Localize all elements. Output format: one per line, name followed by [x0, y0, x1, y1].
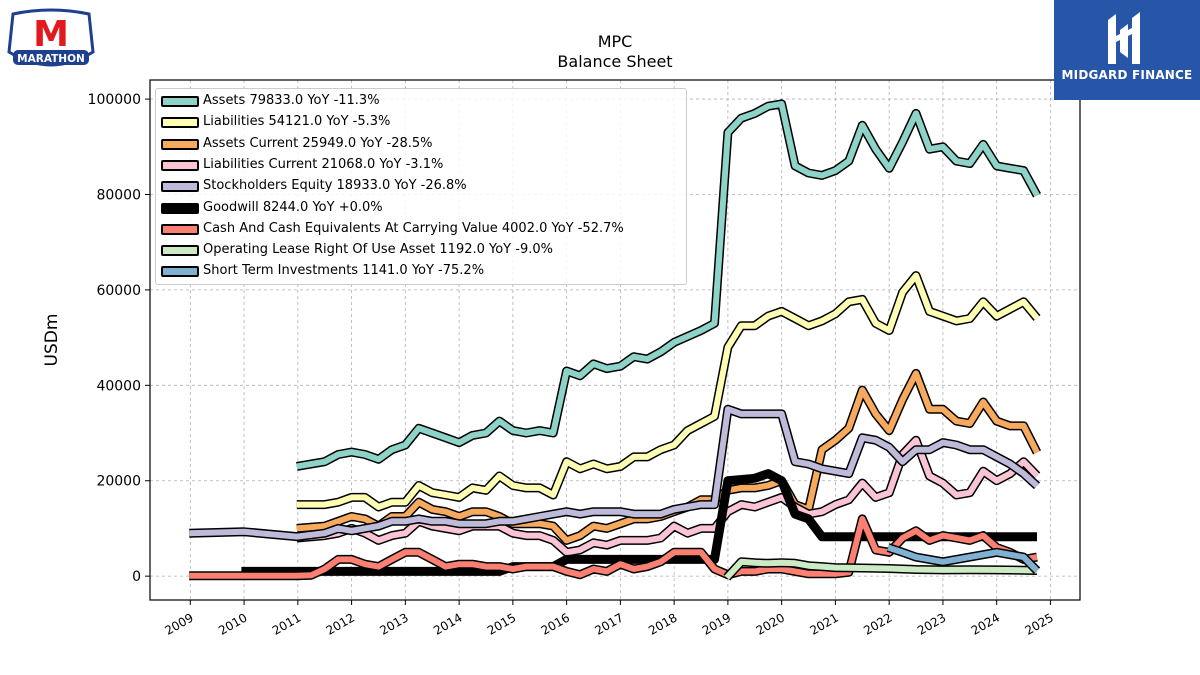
series-outline-4: [189, 404, 1041, 542]
x-tick-label: 2021: [807, 610, 840, 637]
legend-label: Assets 79833.0 YoY -11.3%: [203, 93, 380, 108]
x-tick-label: 2012: [324, 610, 357, 637]
x-tick-label: 2025: [1022, 610, 1055, 637]
y-tick-label: 60000: [96, 283, 141, 299]
x-tick-label: 2016: [539, 610, 572, 637]
x-tick-label: 2017: [592, 610, 625, 637]
legend-label: Operating Lease Right Of Use Asset 1192.…: [203, 242, 553, 258]
chart-legend: Assets 79833.0 YoY -11.3% Liabilities 541…: [155, 88, 687, 285]
marathon-logo-letter: M: [33, 14, 69, 55]
x-tick-label: 2013: [377, 610, 410, 637]
y-tick-label: 80000: [96, 187, 141, 203]
legend-swatch: [161, 223, 199, 235]
x-tick-label: 2014: [431, 610, 464, 637]
x-tick-label: 2022: [861, 610, 894, 637]
legend-label: Cash And Cash Equivalents At Carrying Va…: [203, 220, 624, 236]
legend-swatch: [161, 266, 199, 278]
midgard-finance-logo: MIDGARD FINANCE: [1054, 0, 1200, 100]
series-line-1: [296, 272, 1040, 510]
legend-label: Stockholders Equity 18933.0 YoY -26.8%: [203, 178, 467, 194]
legend-label: Liabilities Current 21068.0 YoY -3.1%: [203, 156, 444, 172]
x-tick-label: 2019: [700, 610, 733, 637]
legend-swatch: [161, 159, 199, 171]
midgard-emblem-icon: [1108, 12, 1140, 64]
legend-swatch: [161, 96, 199, 107]
x-tick-label: 2010: [216, 610, 249, 637]
x-tick-label: 2020: [754, 610, 787, 637]
y-axis-label: USDm: [42, 314, 62, 367]
x-tick-label: 2015: [485, 610, 518, 637]
legend-swatch: [161, 245, 199, 257]
legend-swatch: [161, 202, 199, 214]
x-tick-label: 2024: [969, 610, 1002, 637]
y-tick-label: 20000: [96, 474, 141, 490]
y-tick-label: 40000: [96, 378, 141, 394]
series-line-4: [189, 406, 1040, 540]
x-tick-label: 2018: [646, 610, 679, 637]
series-line-0: [296, 100, 1040, 470]
marathon-logo: M MARATHON: [5, 8, 97, 76]
legend-swatch: [161, 138, 199, 150]
y-tick-label: 0: [132, 569, 141, 585]
series-line-8: [887, 544, 1040, 573]
legend-swatch: [161, 181, 199, 193]
legend-label: Assets Current 25949.0 YoY -28.5%: [203, 135, 433, 151]
y-tick-label: 100000: [88, 92, 141, 108]
series-line-7: [724, 558, 1038, 580]
x-tick-label: 2011: [270, 610, 303, 637]
plot-frame: [149, 79, 1081, 601]
series-line-6: [189, 515, 1038, 579]
legend-label: Goodwill 8244.0 YoY +0.0%: [203, 199, 383, 215]
x-tick-label: 2023: [915, 610, 948, 637]
x-tick-label: 2009: [162, 610, 195, 637]
marathon-logo-text: MARATHON: [17, 53, 85, 65]
series-line-5: [241, 469, 1037, 576]
chart-title: MPC: [597, 32, 633, 51]
legend-label: Short Term Investments 1141.0 YoY -75.2%: [203, 263, 485, 279]
legend-label: Liabilities 54121.0 YoY -5.3%: [203, 114, 391, 130]
chart-subtitle: Balance Sheet: [557, 52, 673, 71]
legend-swatch: [161, 117, 199, 129]
midgard-finance-text: MIDGARD FINANCE: [1061, 68, 1193, 82]
series-line-3: [296, 437, 1040, 556]
